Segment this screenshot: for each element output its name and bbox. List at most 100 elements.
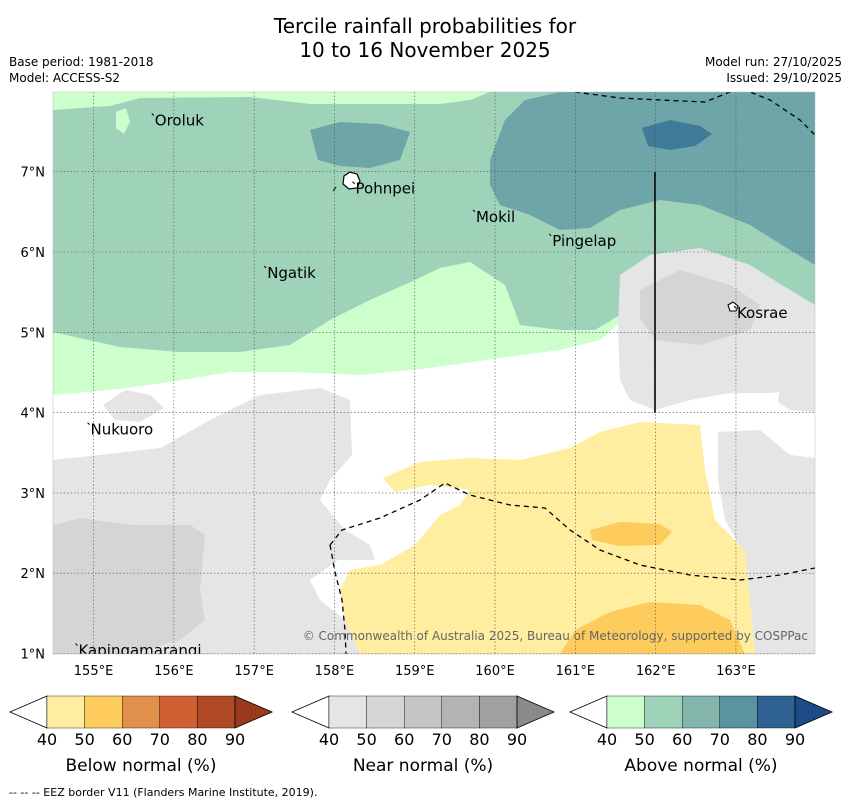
colorbar-min-extend [8,695,48,729]
place-marker [263,265,267,269]
colorbar-tick: 60 [112,730,132,749]
colorbar-bin [366,695,405,729]
place-name: Pohnpei [356,180,416,198]
place-name: Nukuoro [91,421,154,439]
lon-tick-label: 160°E [475,664,515,679]
colorbar-tick: 70 [710,730,730,749]
colorbar-tick: 90 [507,730,527,749]
place-name: Kosrae [737,304,788,322]
colorbar-tick: 50 [634,730,654,749]
above-70-region [490,92,815,265]
kosrae-island [727,301,739,312]
colorbar-tick: 50 [356,730,376,749]
above-80-patch [642,120,712,150]
colorbar-bin [159,695,198,729]
place-marker [352,181,355,185]
near-50-patch-east [778,380,815,412]
eez-border-south [329,482,815,581]
colorbar-tick: 40 [319,730,339,749]
lon-tick-label: 162°E [636,664,676,679]
colorbar-above-label: Above normal (%) [624,756,778,776]
place-name: Oroluk [155,111,204,129]
lon-tick-label: 155°E [74,664,114,679]
colorbar-min-extend [290,695,330,729]
colorbar-bin [644,695,683,729]
colorbar-tick: 90 [785,730,805,749]
above-50-patch [116,108,130,134]
base-period: Base period: 1981-2018 [9,55,154,69]
eez-borders [329,92,815,654]
title-line-2: 10 to 16 November 2025 [299,38,551,62]
place-marker [472,209,476,213]
title-line-1: Tercile rainfall probabilities for [273,14,577,38]
colorbar-tick: 40 [37,730,57,749]
below-40-region [340,422,755,654]
place-marker [151,113,155,116]
colorbar-bin [197,695,236,729]
colorbar-bin [719,695,758,729]
issued-date: Issued: 29/10/2025 [726,71,842,85]
below-50-patch-east [590,522,672,546]
lon-tick-label: 158°E [315,664,355,679]
colorbar-tick: 40 [597,730,617,749]
model-run: Model run: 27/10/2025 [704,55,842,69]
lon-tick-label: 156°E [154,664,194,679]
colorbar-below-label: Below normal (%) [65,756,217,776]
map-frame [52,91,816,655]
lat-tick-label: 7°N [21,166,46,181]
place-marker [548,233,552,237]
colorbar-near: 40 50 60 70 80 90 [290,695,556,749]
colorbar-bin [46,695,85,729]
eez-legend-note: -- -- -- EEZ border V11 (Flanders Marine… [9,786,318,799]
place-labels: Oroluk Pohnpei Mokil Pingelap Ngatik Kosrae Nu… [75,111,788,659]
colorbars: 40 50 60 70 80 90 40 50 60 70 80 90 40 50 60 70 80 90 [8,695,834,749]
above-70-patch [310,122,410,168]
colorbar-tick: 70 [432,730,452,749]
copyright-notice: © Commonwealth of Australia 2025, Bureau… [303,629,808,643]
colorbar-max-extend [516,695,556,729]
colorbar-tick: 60 [672,730,692,749]
place-name: Mokil [476,208,515,226]
colorbar-max-extend [234,695,274,729]
gridlines [53,92,815,654]
lon-tick-label: 161°E [556,664,596,679]
colorbar-tick: 70 [150,730,170,749]
near-60-region-east [640,270,760,345]
map-plot-area: Oroluk Pohnpei Mokil Pingelap Ngatik Kosrae Nu… [53,92,815,659]
colorbar-tick: 80 [187,730,207,749]
lat-tick-label: 6°N [21,246,46,261]
colorbar-tick: 50 [74,730,94,749]
below-50-region-south [560,602,745,654]
near-50-patch-north [103,390,164,422]
colorbar-tick: 60 [394,730,414,749]
colorbar-max-extend [794,695,834,729]
colorbar-bin [404,695,443,729]
colorbar-tick: 80 [469,730,489,749]
colorbar-bin [682,695,721,729]
colorbar-tick: 90 [225,730,245,749]
colorbar-above: 40 50 60 70 80 90 [568,695,834,749]
near-50-region-southeast [718,430,815,654]
colorbar-bin [84,695,123,729]
island-mark [332,186,337,192]
colorbar-near-label: Near normal (%) [352,756,494,776]
place-name: Ngatik [267,264,316,282]
eez-border-southwest [329,544,347,654]
colorbar-bin [757,695,796,729]
colorbar-min-extend [568,695,608,729]
axis-labels: 155°E 156°E 157°E 158°E 159°E 160°E 161°E 162°E… [21,166,756,679]
lat-tick-label: 5°N [21,326,46,341]
place-name: Pingelap [552,232,616,250]
colorbar-bin [121,695,160,729]
lon-tick-label: 159°E [395,664,435,679]
colorbar-bin [606,695,645,729]
colorbar-tick: 80 [747,730,767,749]
model-name: Model: ACCESS-S2 [9,71,121,85]
pohnpei-island [342,171,361,190]
colorbar-bin [479,695,518,729]
colorbar-bin [441,695,480,729]
colorbar-below: 40 50 60 70 80 90 [8,695,274,749]
place-marker [733,305,737,309]
place-name: Kapingamarangi [78,641,201,659]
